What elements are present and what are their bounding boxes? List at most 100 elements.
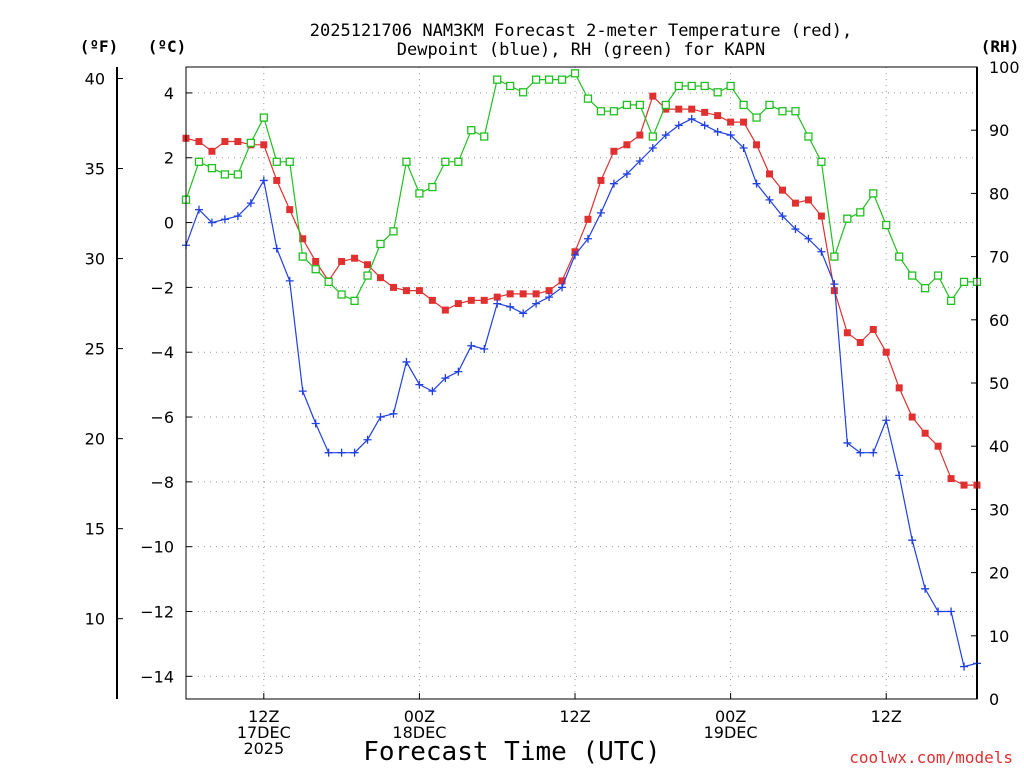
dewpoint-point (843, 438, 852, 447)
rh-point (298, 252, 307, 261)
rh-point (713, 88, 722, 97)
temperature-point (908, 413, 916, 421)
dewpoint-point (648, 144, 657, 153)
temperature-point (467, 296, 475, 304)
rh-tick-label: 10 (989, 627, 1009, 646)
rh-point (194, 157, 204, 166)
fahrenheit-tick-label: 25 (85, 340, 105, 359)
credit-text: coolwx.com/models (849, 748, 1013, 767)
temperature-point (856, 338, 864, 346)
rh-point (648, 132, 657, 141)
rh-point (804, 132, 813, 141)
dewpoint-point (571, 250, 580, 259)
dewpoint-point (519, 309, 528, 318)
rh-point (207, 163, 217, 173)
series-temperature (182, 92, 981, 489)
dewpoint-point (272, 244, 281, 253)
dewpoint-point (480, 344, 489, 353)
temperature-point (869, 326, 877, 334)
dewpoint-point (467, 341, 476, 350)
dewpoint-point (609, 179, 618, 188)
temperature-point (195, 138, 203, 146)
celsius-tick-label: −10 (140, 538, 174, 557)
celsius-tick-label: −8 (150, 473, 174, 492)
temperature-point (454, 300, 462, 308)
fahrenheit-tick-label: 20 (85, 430, 105, 449)
dewpoint-point (869, 448, 878, 457)
time-tick-label: 00Z (404, 707, 435, 726)
celsius-tick-label: −4 (150, 343, 174, 362)
rh-line (185, 72, 977, 302)
rh-point (946, 296, 956, 305)
rh-point (726, 81, 735, 91)
dewpoint-point (635, 156, 644, 165)
rh-tick-label: 100 (989, 58, 1020, 77)
temperature-point (428, 296, 436, 304)
rh-unit-label: (RH) (981, 37, 1020, 56)
temperature-point (960, 481, 968, 489)
temperature-point (727, 118, 735, 126)
dewpoint-point (700, 121, 709, 130)
dewpoint-point (207, 218, 216, 227)
rh-point (817, 157, 826, 166)
temperature-point (286, 206, 294, 214)
dewpoint-point (311, 419, 320, 428)
rh-point (467, 126, 476, 135)
temperature-point (714, 112, 722, 120)
dewpoint-point (441, 374, 450, 383)
dewpoint-point (298, 387, 307, 396)
rh-point (337, 290, 346, 299)
celsius-axis: 4 2 0 −2 −4 −6 −8 −10 −12 −14 (140, 84, 192, 686)
dewpoint-point (947, 607, 956, 616)
rh-point (350, 296, 359, 305)
temperature-line (185, 95, 977, 486)
gridlines (186, 67, 977, 699)
rh-point (920, 284, 930, 293)
rh-point (791, 107, 800, 116)
rh-tick-label: 30 (989, 500, 1009, 519)
rh-point (908, 271, 917, 280)
temperature-point (662, 105, 670, 113)
temperature-point (377, 274, 385, 282)
dewpoint-point (402, 357, 411, 366)
rh-point (246, 138, 255, 147)
rh-point (583, 94, 593, 103)
rh-point (493, 75, 502, 84)
temperature-point (402, 287, 410, 295)
celsius-tick-label: −2 (150, 278, 174, 297)
rh-point (609, 107, 619, 116)
rh-tick-label: 90 (989, 121, 1009, 140)
rh-point (402, 157, 411, 166)
rh-point (389, 227, 398, 236)
dewpoint-point (389, 409, 398, 418)
temperature-point (766, 170, 774, 178)
dewpoint-point (817, 247, 826, 256)
rh-point (674, 81, 683, 91)
dewpoint-point (233, 212, 242, 221)
time-tick-label: 19DEC (704, 723, 758, 742)
temperature-point (701, 108, 709, 116)
time-tick-label: 12Z (871, 707, 902, 726)
rh-point (428, 182, 437, 192)
dewpoint-point (882, 416, 891, 425)
dewpoint-point (778, 212, 787, 221)
temperature-point (299, 235, 307, 243)
rh-point (765, 100, 774, 110)
temperature-point (649, 92, 657, 100)
dewpoint-point (583, 234, 592, 243)
temperature-point (441, 306, 449, 314)
celsius-tick-label: 0 (164, 214, 174, 233)
temperature-point (791, 199, 799, 207)
celsius-tick-label: −14 (140, 667, 174, 686)
temperature-point (882, 348, 890, 356)
dewpoint-point (558, 283, 567, 292)
rh-point (557, 75, 567, 84)
dewpoint-point (493, 299, 502, 308)
dewpoint-point (259, 176, 268, 185)
fahrenheit-tick-label: 10 (85, 610, 105, 629)
dewpoint-point (752, 179, 761, 188)
celsius-unit-label: (ºC) (148, 37, 187, 56)
data-series (181, 69, 982, 671)
temperature-point (688, 105, 696, 113)
temperature-point (221, 138, 229, 146)
